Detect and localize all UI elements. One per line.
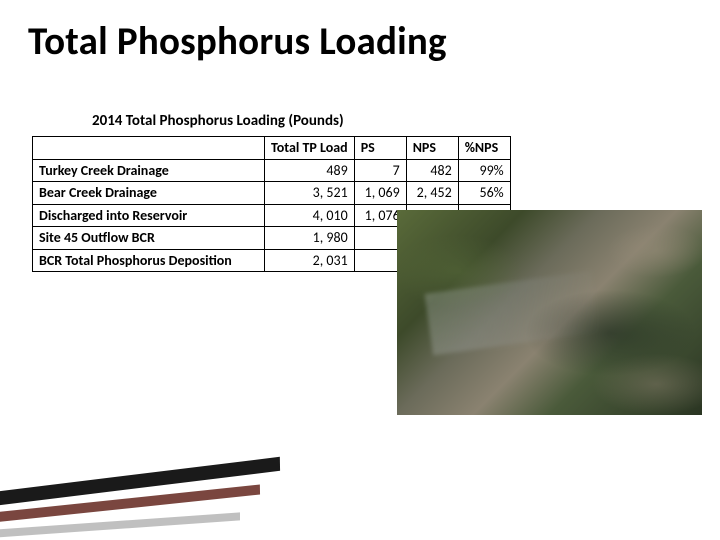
cell-tpload: 3, 521 <box>265 182 355 205</box>
cell-ps: 7 <box>354 159 406 182</box>
row-label: Bear Creek Drainage <box>33 182 265 205</box>
cell-tpload: 2, 031 <box>265 249 355 272</box>
table-header-row: Total TP Load PS NPS %NPS <box>33 137 511 160</box>
table-row: Bear Creek Drainage 3, 521 1, 069 2, 452… <box>33 182 511 205</box>
decorative-swoosh <box>0 430 320 540</box>
cell-tpload: 489 <box>265 159 355 182</box>
table-row: Turkey Creek Drainage 489 7 482 99% <box>33 159 511 182</box>
row-label: BCR Total Phosphorus Deposition <box>33 249 265 272</box>
col-header-ps: PS <box>354 137 406 160</box>
slide: Total Phosphorus Loading 2014 Total Phos… <box>0 0 720 540</box>
col-header-tpload: Total TP Load <box>265 137 355 160</box>
col-header-nps: NPS <box>406 137 458 160</box>
cell-nps: 2, 452 <box>406 182 458 205</box>
creek-photo <box>397 210 702 415</box>
cell-pctnps: 99% <box>458 159 510 182</box>
row-label: Discharged into Reservoir <box>33 204 265 227</box>
cell-nps: 482 <box>406 159 458 182</box>
row-label: Site 45 Outflow BCR <box>33 227 265 250</box>
col-header-pctnps: %NPS <box>458 137 510 160</box>
cell-tpload: 1, 980 <box>265 227 355 250</box>
cell-ps: 1, 069 <box>354 182 406 205</box>
col-header-blank <box>33 137 265 160</box>
row-label: Turkey Creek Drainage <box>33 159 265 182</box>
page-title: Total Phosphorus Loading <box>28 18 447 65</box>
table-caption: 2014 Total Phosphorus Loading (Pounds) <box>92 112 344 130</box>
cell-pctnps: 56% <box>458 182 510 205</box>
cell-tpload: 4, 010 <box>265 204 355 227</box>
